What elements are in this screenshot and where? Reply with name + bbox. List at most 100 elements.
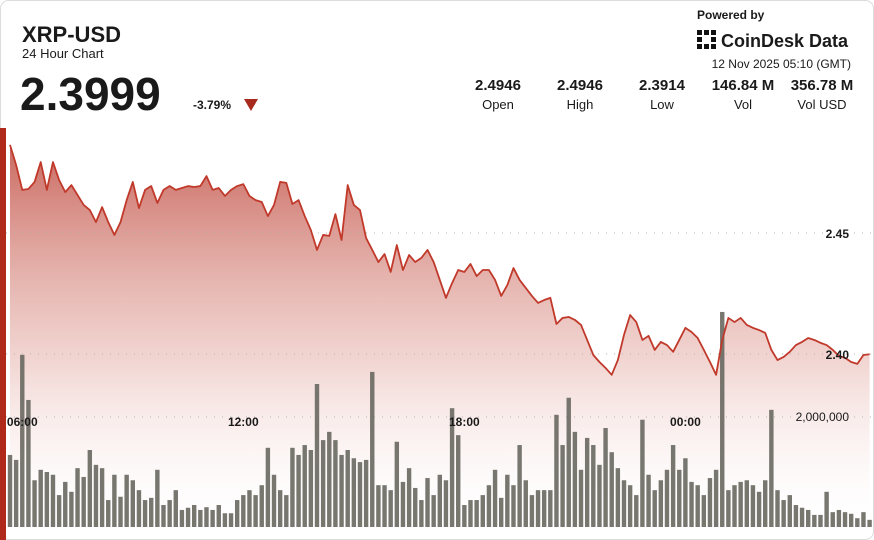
volume-bar [824, 491, 829, 527]
volume-bar [812, 514, 817, 527]
volume-bar [505, 474, 510, 527]
volume-bar [351, 458, 357, 527]
volume-bar [419, 500, 424, 527]
volume-bar [69, 491, 74, 527]
volume-bar [621, 480, 627, 527]
chart-title: XRP-USD [22, 22, 121, 47]
volume-bar [769, 409, 774, 527]
volume-bar [38, 469, 43, 527]
volume-bar [449, 408, 455, 527]
volume-bar [198, 509, 203, 527]
volume-bar [99, 468, 105, 527]
volume-bar [155, 469, 160, 527]
volume-bar [836, 509, 842, 527]
volume-bar [867, 519, 872, 527]
stat-label: Vol [734, 97, 752, 112]
x-tick-label: 06:00 [7, 415, 38, 429]
volume-bar [707, 478, 713, 527]
volume-bar [799, 507, 805, 527]
volume-bar [732, 485, 737, 527]
volume-bar [388, 490, 393, 527]
volume-bar [597, 464, 602, 527]
stat-value: 2.4946 [557, 77, 603, 94]
volume-bar [499, 497, 504, 527]
volume-bar [247, 490, 252, 527]
volume-bar [210, 509, 215, 527]
volume-bar [204, 507, 209, 527]
volume-bar [382, 485, 387, 527]
volume-bar [695, 485, 700, 527]
stat-label: Vol USD [797, 97, 846, 112]
volume-bar [394, 441, 400, 527]
volume-bar [271, 474, 277, 527]
x-tick-label: 18:00 [449, 415, 480, 429]
volume-bar [106, 500, 111, 527]
stat-label: High [567, 97, 594, 112]
volume-bar [7, 454, 13, 527]
volume-bar [26, 399, 31, 527]
volume-bar [830, 512, 835, 527]
volume-bar [357, 462, 363, 527]
volume-bar [376, 485, 381, 527]
stat-label: Open [482, 97, 514, 112]
price-area [10, 144, 870, 540]
volume-bar [50, 474, 56, 527]
volume-bar [775, 490, 780, 527]
volume-bar [124, 474, 129, 527]
volume-bar [228, 513, 234, 527]
volume-bar [806, 509, 811, 527]
volume-bar [572, 431, 578, 527]
volume-bar [443, 480, 449, 527]
powered-by: Powered by [697, 8, 765, 22]
brand-logo [697, 30, 716, 49]
volume-bar [363, 459, 369, 527]
volume-bar [173, 490, 178, 527]
volume-bar [701, 495, 707, 527]
volume-bar [683, 458, 688, 527]
volume-bar [548, 490, 553, 527]
volume-bar [566, 397, 571, 527]
y2-tick-label: 2,000,000 [796, 410, 850, 424]
volume-bar [670, 445, 676, 527]
volume-bar [87, 450, 93, 527]
volume-bar [486, 485, 492, 527]
volume-bar [640, 419, 645, 527]
volume-bar [713, 469, 719, 527]
volume-bar [75, 468, 80, 527]
volume-bar [462, 505, 467, 527]
stat-value: 2.4946 [475, 77, 521, 94]
volume-bar [413, 487, 418, 527]
y-tick-label: 2.40 [826, 348, 850, 362]
x-tick-label: 00:00 [670, 415, 701, 429]
chart-subtitle: 24 Hour Chart [22, 46, 104, 61]
volume-bar [216, 505, 221, 527]
volume-bar [32, 480, 37, 527]
volume-bar [370, 371, 375, 527]
volume-bar [259, 485, 264, 527]
volume-bar [634, 495, 639, 527]
volume-bar [130, 480, 135, 527]
volume-bar [793, 505, 799, 527]
volume-bar [646, 474, 651, 527]
volume-bar [609, 452, 614, 527]
volume-bar [406, 468, 412, 527]
volume-bar [560, 445, 565, 527]
volume-bar [149, 497, 154, 527]
volume-bar [327, 431, 332, 527]
volume-bar [855, 518, 860, 527]
stat-value: 356.78 M [791, 77, 854, 94]
y-tick-label: 2.45 [826, 227, 850, 241]
volume-bar [787, 495, 792, 527]
volume-bar [179, 509, 185, 527]
volume-bar [763, 480, 768, 527]
volume-bar [167, 500, 172, 527]
volume-bar [290, 447, 295, 527]
volume-bar [63, 481, 68, 527]
down-arrow [244, 99, 258, 111]
volume-bar [56, 495, 62, 527]
volume-bar [554, 414, 559, 527]
volume-bar [112, 474, 117, 527]
volume-bar [726, 490, 731, 527]
volume-bar [136, 490, 142, 527]
